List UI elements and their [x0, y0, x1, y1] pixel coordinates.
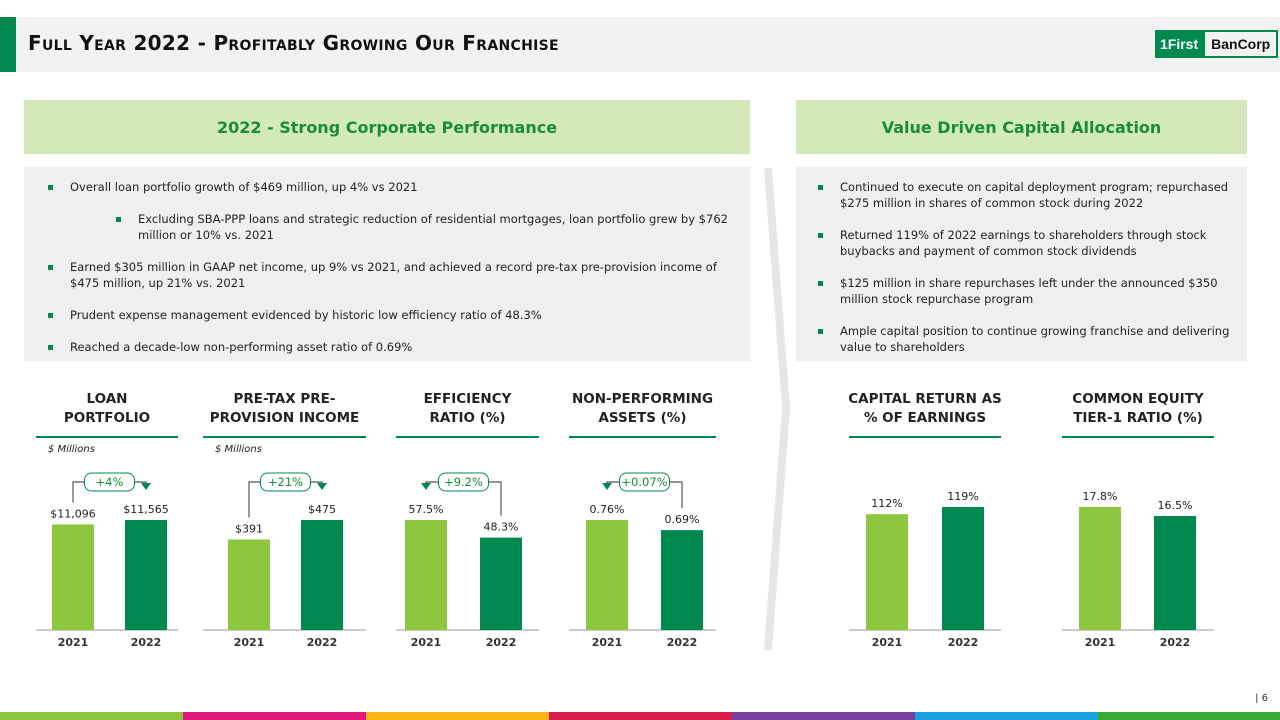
chart-title: PRE-TAX PRE-PROVISION INCOME: [209, 391, 360, 426]
change-label: +21%: [268, 475, 303, 489]
x-tick-label: 2021: [872, 636, 903, 649]
x-tick-label: 2021: [1085, 636, 1116, 649]
chart-title: LOAN PORTFOLIO: [63, 391, 151, 426]
value-label: $11,565: [123, 503, 169, 516]
right-panel: Continued to execute on capital deployme…: [796, 167, 1247, 361]
x-tick-label: 2022: [131, 636, 162, 649]
bullet: Returned 119% of 2022 earnings to shareh…: [818, 227, 1233, 259]
right-heading: Value Driven Capital Allocation: [796, 100, 1247, 154]
header-stripe: [0, 17, 16, 72]
change-box: [260, 472, 311, 492]
chart-title: EFFICIENCY RATIO (%): [423, 391, 512, 426]
x-tick-label: 2021: [234, 636, 265, 649]
bullet: Overall loan portfolio growth of $469 mi…: [48, 179, 738, 243]
bullet-text: Excluding SBA-PPP loans and strategic re…: [138, 212, 728, 242]
bullet: Earned $305 million in GAAP net income, …: [48, 259, 738, 291]
bullet: $125 million in share repurchases left u…: [818, 275, 1233, 307]
bullet: Continued to execute on capital deployme…: [818, 179, 1233, 211]
bar: [405, 520, 447, 630]
bar: [301, 520, 343, 630]
bar: [1079, 507, 1121, 630]
change-arrow: [602, 483, 612, 490]
logo: 1First BanCorp: [1155, 30, 1279, 58]
bullet-list: Continued to execute on capital deployme…: [818, 179, 1233, 355]
bar: [661, 530, 703, 630]
sub-bullet: Excluding SBA-PPP loans and strategic re…: [116, 211, 738, 243]
color-segment: [732, 712, 915, 720]
bullet-text: $125 million in share repurchases left u…: [840, 276, 1218, 306]
change-arrow: [421, 483, 431, 490]
color-segment: [1098, 712, 1280, 720]
change-box: [438, 472, 489, 492]
change-label: +4%: [96, 475, 124, 489]
value-label: 48.3%: [484, 521, 519, 534]
color-segment: [915, 712, 1098, 720]
value-label: 57.5%: [409, 503, 444, 516]
page-number: | 6: [1255, 693, 1268, 704]
x-tick-label: 2022: [486, 636, 517, 649]
header-bar: [0, 17, 1280, 72]
chart-title: NON-PERFORMING ASSETS (%): [571, 391, 714, 426]
x-tick-label: 2022: [1160, 636, 1191, 649]
change-box: [84, 472, 135, 492]
value-label: 119%: [947, 490, 978, 503]
chart-title: CAPITAL RETURN AS % OF EARNINGS: [848, 391, 1002, 426]
chart-subtitle: $ Millions: [48, 444, 95, 455]
value-label: 112%: [871, 497, 902, 510]
color-segment: [0, 712, 183, 720]
bullet: Ample capital position to continue growi…: [818, 323, 1233, 355]
bullet-list: Overall loan portfolio growth of $469 mi…: [48, 179, 738, 355]
bullet-text: Overall loan portfolio growth of $469 mi…: [70, 180, 418, 194]
value-label: $391: [235, 522, 263, 535]
value-label: 0.69%: [665, 513, 700, 526]
bar: [866, 514, 908, 630]
value-label: 0.76%: [590, 503, 625, 516]
bullet: Prudent expense management evidenced by …: [48, 307, 738, 323]
value-label: 16.5%: [1158, 499, 1193, 512]
x-tick-label: 2022: [948, 636, 979, 649]
slide-title: Full Year 2022 - Profitably Growing Our …: [28, 31, 559, 55]
x-tick-label: 2021: [411, 636, 442, 649]
logo-right: BanCorp: [1203, 30, 1279, 58]
bar: [942, 507, 984, 630]
left-heading: 2022 - Strong Corporate Performance: [24, 100, 750, 154]
color-segment: [366, 712, 549, 720]
bullet-text: Reached a decade-low non-performing asse…: [70, 340, 413, 354]
x-tick-label: 2021: [58, 636, 89, 649]
change-label: +9.2%: [444, 475, 483, 489]
left-panel: Overall loan portfolio growth of $469 mi…: [24, 167, 750, 361]
x-tick-label: 2022: [307, 636, 338, 649]
value-label: $11,096: [50, 507, 96, 520]
sub-bullet-list: Excluding SBA-PPP loans and strategic re…: [116, 211, 738, 243]
bullet-text: Prudent expense management evidenced by …: [70, 308, 542, 322]
change-box: [619, 472, 670, 492]
bar: [586, 520, 628, 630]
color-segment: [549, 712, 732, 720]
bar: [228, 539, 270, 630]
bullet: Reached a decade-low non-performing asse…: [48, 339, 738, 355]
value-label: $475: [308, 503, 336, 516]
bar: [125, 520, 167, 630]
chart-title: COMMON EQUITY TIER-1 RATIO (%): [1072, 391, 1204, 426]
x-tick-label: 2022: [667, 636, 698, 649]
bar: [480, 537, 522, 630]
value-label: 17.8%: [1083, 490, 1118, 503]
chart-subtitle: $ Millions: [215, 444, 262, 455]
bar: [52, 524, 94, 630]
bullet-text: Earned $305 million in GAAP net income, …: [70, 260, 717, 290]
bullet-text: Ample capital position to continue growi…: [840, 324, 1230, 354]
bullet-text: Returned 119% of 2022 earnings to shareh…: [840, 228, 1207, 258]
x-tick-label: 2021: [592, 636, 623, 649]
bar: [1154, 515, 1196, 630]
change-arrow: [317, 483, 327, 490]
logo-left: 1First: [1155, 30, 1204, 58]
color-bar: [0, 712, 1280, 720]
bullet-text: Continued to execute on capital deployme…: [840, 180, 1229, 210]
change-arrow: [141, 483, 151, 490]
color-segment: [183, 712, 366, 720]
divider-chevron: [764, 168, 790, 650]
change-label: +0.07%: [621, 475, 667, 489]
